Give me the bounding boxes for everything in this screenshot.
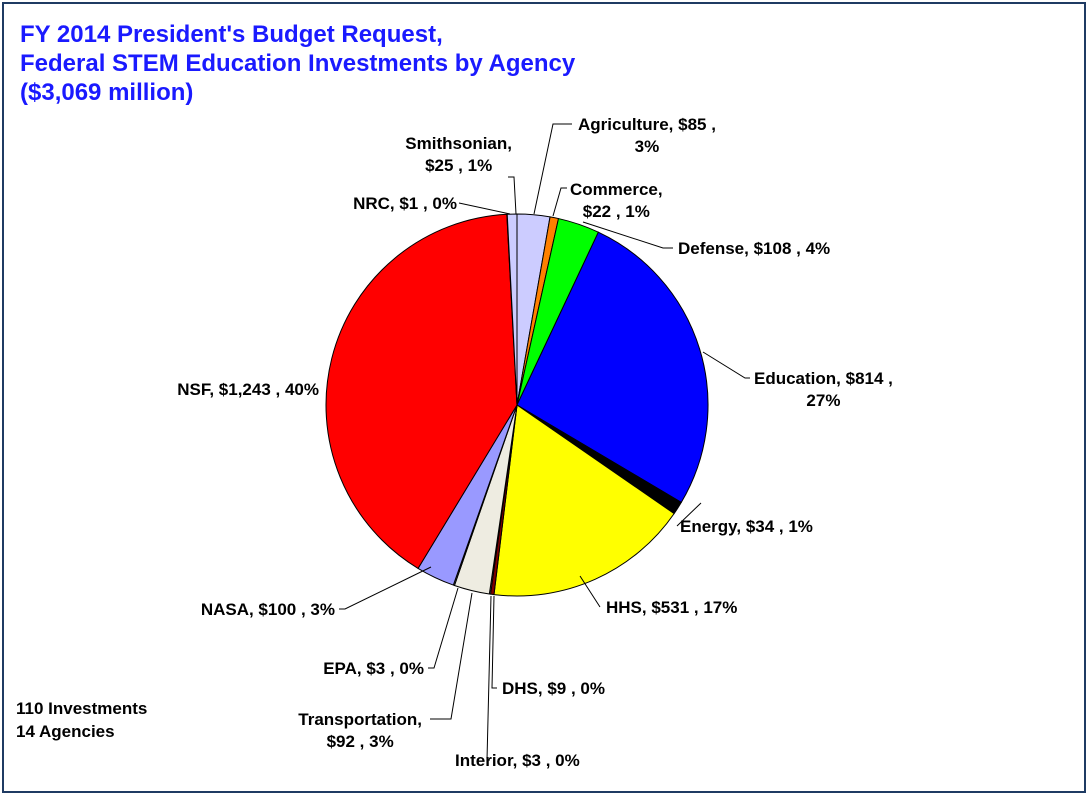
leader-line-nasa <box>339 566 432 610</box>
leader-line-epa <box>428 587 459 669</box>
slice-label-line: 27% <box>806 391 840 410</box>
slice-label-line: Defense, $108 , 4% <box>678 239 830 258</box>
leader-line-education <box>702 351 750 379</box>
slice-label-line: Transportation, <box>298 710 422 729</box>
slice-label-smithsonian: Smithsonian, $25 , 1% <box>405 134 512 175</box>
pie-slices <box>325 213 709 597</box>
slice-label-line: DHS, $9 , 0% <box>502 679 605 698</box>
slice-labels: Agriculture, $85 , 3% Commerce, $22 , 1% Def… <box>177 115 893 770</box>
leader-line-agriculture <box>533 123 572 215</box>
pie-slice-hhs <box>493 404 675 597</box>
chart-footnote: 110 Investments 14 Agencies <box>16 697 147 743</box>
leader-line-smithsonian <box>508 176 517 215</box>
slice-label-line: $22 , 1% <box>583 202 650 221</box>
chart-title: FY 2014 President's Budget Request, Fede… <box>20 20 575 107</box>
leader-line-energy <box>676 502 702 527</box>
footnote-agencies: 14 Agencies <box>16 722 115 741</box>
chart-title-line-2: Federal STEM Education Investments by Ag… <box>20 50 576 77</box>
chart-title-line-3: ($3,069 million) <box>20 79 194 106</box>
leader-line-defense <box>582 221 673 249</box>
slice-label-epa: EPA, $3 , 0% <box>323 659 424 678</box>
slice-label-line: Education, $814 , <box>754 369 893 388</box>
slice-label-hhs: HHS, $531 , 17% <box>606 598 737 617</box>
leader-line-nrc <box>458 202 511 215</box>
slice-label-line: Energy, $34 , 1% <box>680 517 813 536</box>
pie-slice-education <box>516 231 709 503</box>
leader-line-interior <box>486 595 492 761</box>
slice-label-line: $92 , 3% <box>327 732 394 751</box>
leader-line-transportation <box>430 592 473 720</box>
slice-label-line: $25 , 1% <box>425 156 492 175</box>
chart-title-line-1: FY 2014 President's Budget Request, <box>20 21 443 48</box>
slice-label-nrc: NRC, $1 , 0% <box>353 194 457 213</box>
pie-slice-smithsonian <box>506 213 518 406</box>
leader-line-commerce <box>552 187 567 217</box>
slice-label-line: NSF, $1,243 , 40% <box>177 380 319 399</box>
slice-label-line: Interior, $3 , 0% <box>455 751 580 770</box>
slice-label-line: HHS, $531 , 17% <box>606 598 737 617</box>
slice-label-line: Agriculture, $85 , <box>578 115 716 134</box>
slice-label-education: Education, $814 , 27% <box>754 369 893 410</box>
slice-label-energy: Energy, $34 , 1% <box>680 517 813 536</box>
slice-label-agriculture: Agriculture, $85 , 3% <box>578 115 716 156</box>
slice-label-line: NASA, $100 , 3% <box>201 600 335 619</box>
footnote-investments: 110 Investments <box>16 699 148 718</box>
slice-label-transportation: Transportation, $92 , 3% <box>298 710 422 751</box>
slice-label-interior: Interior, $3 , 0% <box>455 751 580 770</box>
leader-line-hhs <box>579 575 601 608</box>
slice-label-line: NRC, $1 , 0% <box>353 194 457 213</box>
slice-label-nasa: NASA, $100 , 3% <box>201 600 335 619</box>
slice-label-defense: Defense, $108 , 4% <box>678 239 830 258</box>
pie-slice-nsf <box>325 213 518 569</box>
slice-label-line: EPA, $3 , 0% <box>323 659 424 678</box>
slice-label-nsf: NSF, $1,243 , 40% <box>177 380 319 399</box>
slice-label-line: Smithsonian, <box>405 134 512 153</box>
slice-label-commerce: Commerce, $22 , 1% <box>570 180 663 221</box>
leader-line-dhs <box>491 595 497 689</box>
slice-label-line: Commerce, <box>570 180 663 199</box>
leader-lines <box>339 123 750 761</box>
slice-label-dhs: DHS, $9 , 0% <box>502 679 605 698</box>
slice-label-line: 3% <box>635 137 660 156</box>
